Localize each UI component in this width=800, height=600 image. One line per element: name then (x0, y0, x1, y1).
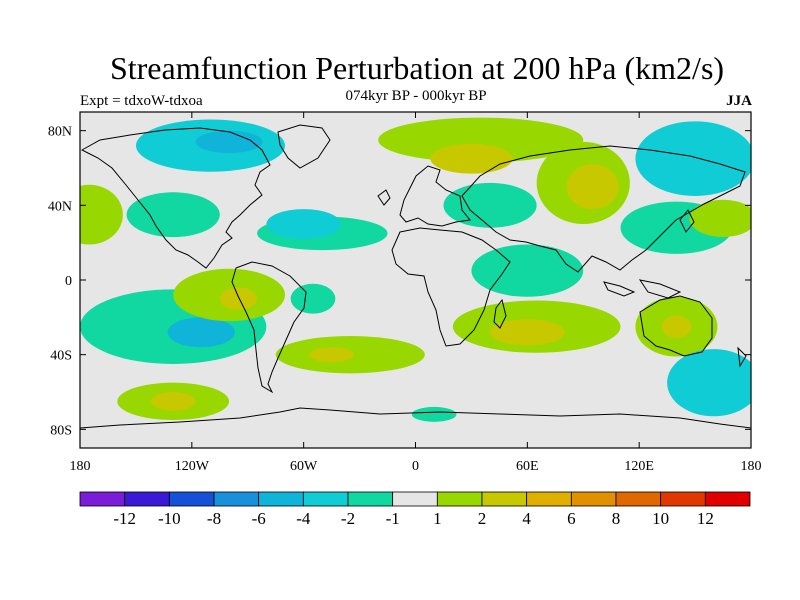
x-tick-label: 0 (412, 459, 419, 474)
x-tick-label: 180 (70, 459, 91, 474)
anomaly-region (126, 192, 220, 238)
x-tick-label: 60E (516, 459, 539, 474)
anomaly-region (378, 117, 584, 163)
x-tick-label: 120W (175, 459, 210, 474)
x-tick-label: 180 (741, 459, 762, 474)
colorbar-swatch (615, 491, 662, 507)
map-subtitle: 074kyr BP - 000kyr BP (345, 88, 487, 104)
x-tick-label: 60W (290, 459, 318, 474)
colorbar-label: -10 (158, 509, 181, 528)
colorbar-swatch (213, 491, 260, 507)
anomaly-region (490, 319, 565, 346)
colorbar-label: 12 (697, 509, 714, 528)
colorbar-swatch (392, 491, 438, 507)
colorbar: -12 -10 -8 -6 -4 -2 -1 1 2 4 6 8 10 12 (79, 491, 751, 528)
colorbar-swatch (660, 491, 706, 507)
y-tick-label: 40S (50, 349, 72, 364)
y-tick-label: 80S (50, 423, 72, 438)
anomaly-region (290, 283, 336, 314)
colorbar-label: -2 (341, 509, 355, 528)
colorbar-label: 2 (478, 509, 487, 528)
colorbar-swatch (704, 491, 751, 507)
anomaly-region (266, 209, 341, 239)
colorbar-label: -12 (113, 509, 136, 528)
coastlines (80, 124, 751, 429)
colorbar-swatch (124, 491, 170, 507)
colorbar-label: 10 (652, 509, 669, 528)
colorbar-swatch (168, 491, 215, 507)
anomaly-region (667, 349, 751, 417)
anomaly-region (150, 392, 196, 411)
colorbar-label: -1 (386, 509, 400, 528)
anomaly-region (471, 244, 584, 297)
anomaly-region (309, 347, 354, 363)
season-label: JJA (726, 93, 752, 109)
anomaly-region (219, 287, 258, 310)
colorbar-swatch (258, 491, 304, 507)
anomaly-region (80, 184, 123, 245)
colorbar-label: 6 (567, 509, 576, 528)
map-axes: 180 120W 60W 0 60E 120E 180 80N 40N 0 40S 80S (48, 112, 762, 474)
colorbar-label: 4 (522, 509, 531, 528)
map-title: Streamfunction Perturbation at 200 hPa (… (109, 50, 725, 86)
colorbar-label: -4 (296, 509, 311, 528)
colorbar-swatch (526, 491, 572, 507)
anomaly-region (635, 121, 751, 196)
colorbar-label: -6 (252, 509, 266, 528)
colorbar-swatch (302, 491, 349, 507)
colorbar-swatch (79, 491, 126, 507)
anomaly-region (430, 143, 513, 174)
anomaly-region (195, 130, 263, 154)
x-tick-label: 120E (624, 459, 654, 474)
anomaly-region (566, 164, 619, 210)
experiment-label: Expt = tdxoW-tdxoa (80, 93, 203, 109)
anomaly-region (689, 199, 751, 238)
anomaly-region (167, 317, 235, 348)
colorbar-swatch (436, 491, 483, 507)
y-tick-label: 0 (65, 274, 72, 289)
colorbar-swatch (347, 491, 394, 507)
anomaly-region (411, 406, 457, 422)
colorbar-swatch (481, 491, 528, 507)
colorbar-label: -8 (207, 509, 221, 528)
anomaly-region (443, 182, 537, 228)
colorbar-label: 8 (612, 509, 621, 528)
colorbar-label: 1 (433, 509, 442, 528)
y-tick-label: 80N (48, 125, 72, 140)
colorbar-swatch (570, 491, 617, 507)
anomaly-region (661, 315, 692, 338)
y-tick-label: 40N (48, 199, 72, 214)
